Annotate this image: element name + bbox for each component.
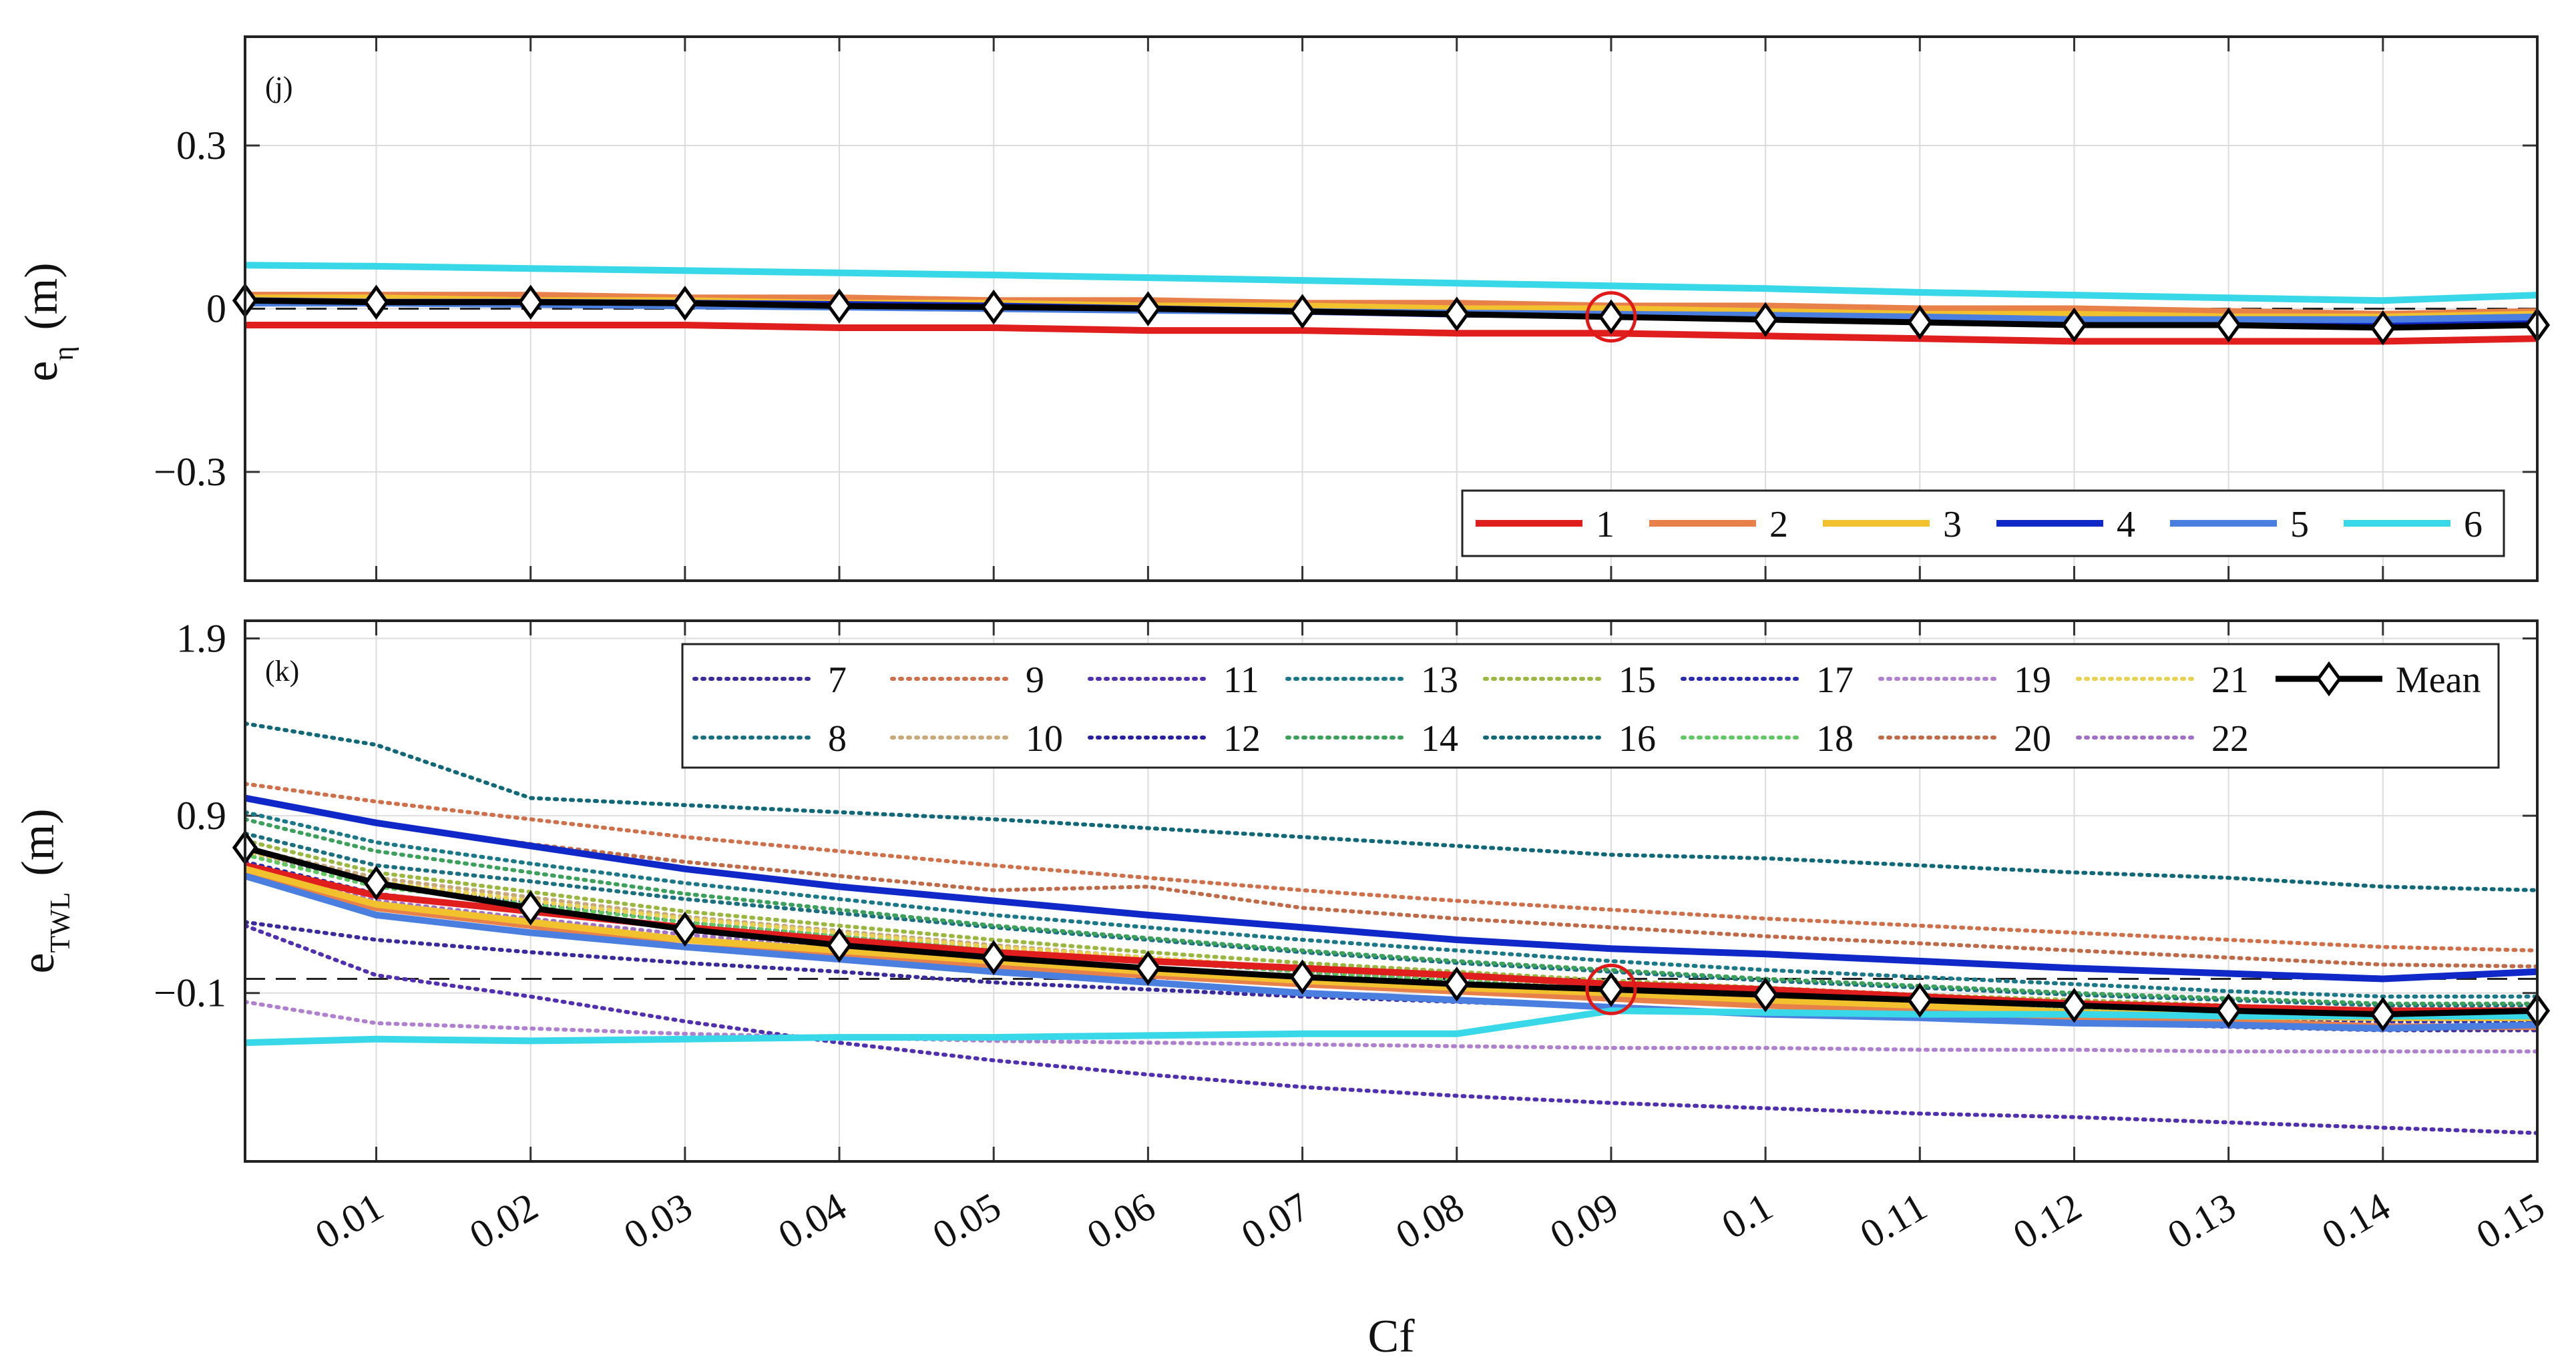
legend-label: 19 [2014, 659, 2051, 701]
mean-point [1444, 296, 1470, 332]
axes-box [244, 619, 2539, 1163]
y-tick-label: 0 [206, 287, 226, 331]
y-axis-label: eη(m) [16, 262, 79, 381]
mean-point [1135, 291, 1161, 326]
mean-point [1135, 950, 1161, 986]
legend-label: 2 [1769, 504, 1788, 545]
series-line-11 [245, 923, 2537, 1135]
y-tick-label: −0.3 [154, 450, 226, 494]
panel-label: (k) [265, 655, 299, 688]
mean-point [1753, 977, 1779, 1013]
series-line-2 [245, 292, 2537, 318]
legend-box [1461, 489, 2505, 557]
mean-point [672, 911, 698, 947]
legend-label: 6 [2464, 504, 2483, 545]
legend: 1 2 3 4 5 6 [1461, 489, 2505, 557]
mean-point [981, 940, 1007, 975]
mean-point [826, 927, 853, 963]
series-line-mean [245, 297, 2537, 331]
highlight-circle [1585, 963, 1637, 1015]
legend-label: 4 [2117, 504, 2135, 545]
mean-point [672, 286, 698, 321]
legend-label: 3 [1943, 504, 1962, 545]
mean-point [1907, 983, 1933, 1018]
series-line-9 [245, 782, 2537, 952]
mean-point [981, 289, 1007, 325]
legend-label: 15 [1619, 659, 1656, 701]
series-line-Mean [245, 844, 2537, 1018]
legend-label: 13 [1421, 659, 1458, 701]
legend-label: 20 [2014, 718, 2051, 760]
series-line-20 [245, 796, 2537, 969]
legend-label: Mean [2396, 659, 2481, 701]
mean-point [2370, 997, 2396, 1032]
x-axis-label: Cf [1368, 1311, 1416, 1362]
mean-point [363, 284, 389, 320]
legend-label: 12 [1223, 718, 1261, 760]
series-line-6 [245, 1007, 2537, 1047]
mean-point [2370, 310, 2396, 346]
mean-point [2215, 307, 2241, 343]
legend-label: 1 [1596, 504, 1615, 545]
series-line-5 [245, 872, 2537, 1032]
highlight-circle [1585, 291, 1637, 343]
y-tick-label: 1.9 [176, 617, 226, 661]
axes-box [244, 35, 2539, 582]
legend-swatch-marker [2316, 661, 2342, 697]
series-line-16 [245, 722, 2537, 892]
mean-point [1598, 972, 1625, 1007]
legend-label: 22 [2211, 718, 2249, 760]
series-line-13 [245, 810, 2537, 999]
mean-point [2215, 993, 2241, 1029]
legend-label: 18 [1816, 718, 1854, 760]
legend-label: 17 [1816, 659, 1854, 701]
panel-label: (j) [265, 71, 293, 103]
series-lines [245, 262, 2537, 345]
mean-point [1753, 302, 1779, 338]
mean-point [2061, 307, 2087, 343]
mean-point [2061, 988, 2087, 1023]
legend-label: 16 [1619, 718, 1656, 760]
series-line-6 [245, 262, 2537, 304]
series-lines [245, 722, 2537, 1135]
legend-box [681, 643, 2500, 769]
legend-label: 7 [828, 659, 847, 701]
mean-point [363, 865, 389, 901]
legend-label: 21 [2211, 659, 2249, 701]
y-axis-label: eTWL(m) [13, 808, 76, 973]
legend: 7 8 9 10 11 12 13 14 15 16 17 18 19 20 21 22 Mean [681, 643, 2500, 769]
series-line-19 [245, 1000, 2537, 1054]
mean-point [826, 288, 853, 324]
legend-label: 11 [1223, 659, 1259, 701]
legend-label: 5 [2290, 504, 2309, 545]
y-tick-label: −0.1 [154, 971, 226, 1015]
series-line-2 [245, 869, 2537, 1031]
mean-point [1907, 304, 1933, 340]
mean-point [1289, 959, 1315, 995]
mean-point [517, 284, 544, 320]
mean-point [517, 890, 544, 926]
mean-point [1289, 294, 1315, 329]
y-tick-label: 0.9 [176, 794, 226, 838]
legend-label: 10 [1026, 718, 1063, 760]
mean-point [1444, 967, 1470, 1002]
mean-point [1598, 299, 1625, 334]
panel-j: 0.3 0 −0.3 (j) eη(m) 1 2 3 4 5 6 [16, 35, 2551, 582]
series-line-14 [245, 817, 2537, 1006]
legend-label: 9 [1026, 659, 1044, 701]
y-tick-label: 0.3 [176, 123, 226, 168]
series-line-1 [245, 322, 2537, 345]
legend-label: 8 [828, 718, 847, 760]
series-line-4 [245, 794, 2537, 983]
legend-label: 14 [1421, 718, 1458, 760]
